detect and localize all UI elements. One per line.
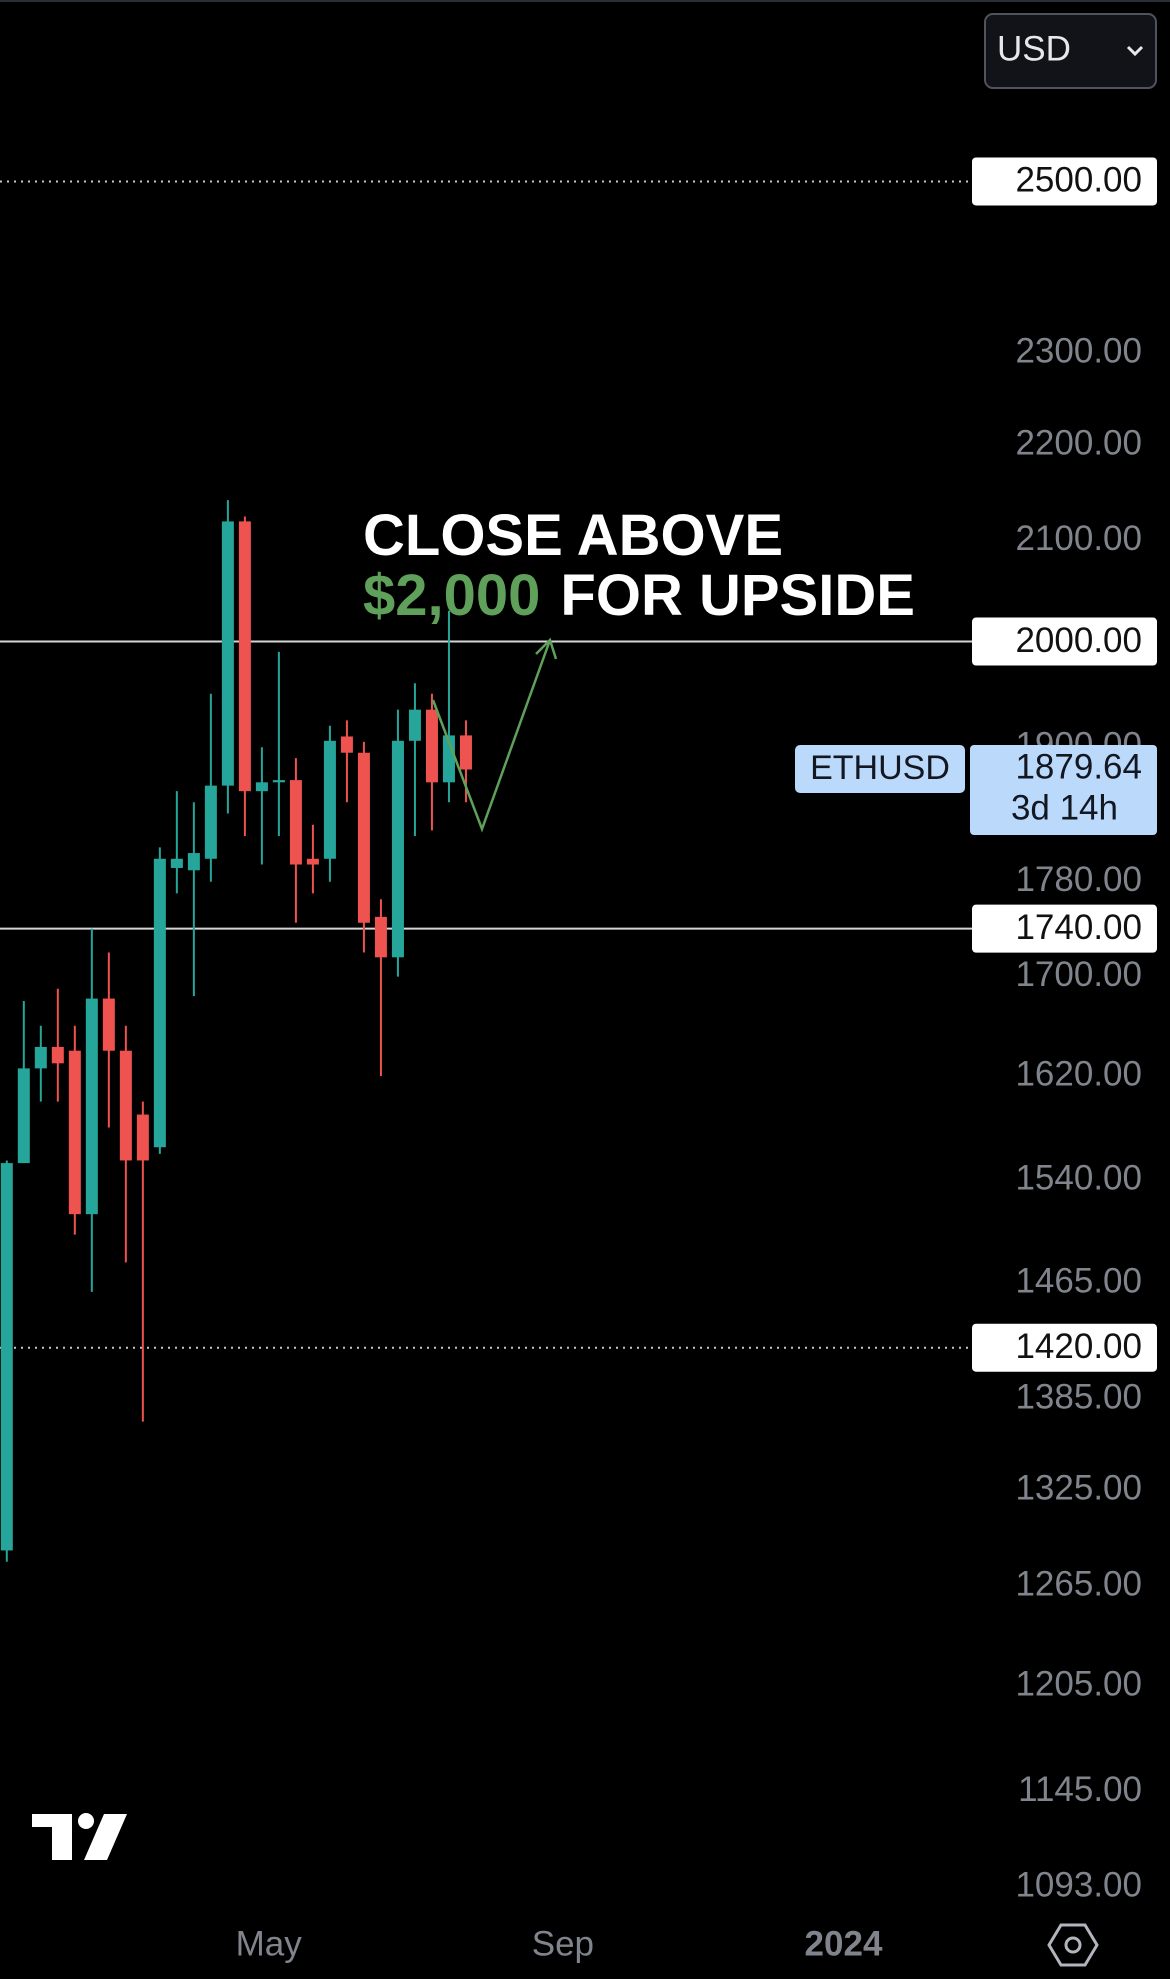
level-box: [972, 904, 1157, 953]
candle-body: [459, 735, 472, 770]
candle-body: [187, 853, 200, 871]
level-box: [972, 157, 1157, 206]
y-tick-label: 1700.00: [1015, 955, 1142, 994]
logo-t-stem: [52, 1814, 72, 1860]
annotation-arrow: [431, 639, 552, 833]
x-axis: May Sep 2024: [236, 1924, 883, 1963]
candle-body: [238, 521, 251, 792]
annotation-line1: CLOSE ABOVE: [363, 503, 783, 568]
settings-hexagon[interactable]: [1047, 1923, 1099, 1967]
y-tick-label: 2200.00: [1015, 423, 1142, 462]
currency-box[interactable]: [984, 13, 1157, 89]
candle-body: [323, 740, 336, 859]
x-tick-label: 2024: [805, 1924, 883, 1963]
candle-body: [425, 709, 438, 783]
candle-body: [357, 752, 370, 923]
currency-selector[interactable]: USD: [984, 13, 1157, 89]
level-box: [972, 617, 1157, 666]
logo-dot: [78, 1813, 94, 1829]
candle-body: [153, 858, 166, 1148]
candle-body: [68, 1050, 81, 1215]
level-label: 1740.00: [1015, 908, 1142, 947]
y-tick-label: 1540.00: [1015, 1159, 1142, 1198]
y-tick-label: 1620.00: [1015, 1054, 1142, 1093]
y-tick-label: 1385.00: [1015, 1377, 1142, 1416]
candle-body: [221, 521, 234, 786]
y-axis: 2300.002200.002100.001900.001780.001700.…: [1015, 332, 1166, 1905]
annotation-highlight: $2,000: [363, 563, 540, 628]
logo-v: [84, 1814, 127, 1860]
x-tick-label: May: [236, 1924, 303, 1963]
settings-center[interactable]: [1064, 1936, 1082, 1954]
candle-body: [170, 858, 183, 868]
y-tick-label: 1465.00: [1015, 1262, 1142, 1301]
last-price-box: [970, 745, 1157, 835]
level-label: 1420.00: [1015, 1327, 1142, 1366]
candle-body: [408, 709, 421, 741]
logo: [32, 1813, 127, 1860]
y-tick-label: 2300.00: [1015, 332, 1142, 371]
candle-body: [0, 1163, 13, 1551]
candle-body: [17, 1068, 30, 1164]
symbol: ETHUSD: [810, 749, 950, 787]
price-label: ETHUSD 1879.64 3d 14h: [795, 745, 1157, 835]
y-tick-label: 1093.00: [1015, 1866, 1142, 1905]
candle-body: [136, 1114, 149, 1161]
candle-body: [391, 740, 404, 958]
candle-body: [255, 782, 268, 792]
symbol-box: [795, 745, 965, 793]
candle-body: [51, 1046, 64, 1064]
y-tick-label: 1325.00: [1015, 1469, 1142, 1508]
level-box: [972, 1323, 1157, 1372]
candle-body: [34, 1046, 47, 1069]
y-tick-label: 1205.00: [1015, 1664, 1142, 1703]
y-tick-label: 1780.00: [1015, 860, 1142, 899]
candle-body: [306, 858, 319, 865]
candle-body: [272, 780, 285, 783]
settings-icon[interactable]: [1047, 1923, 1099, 1967]
y-tick-label: 1265.00: [1015, 1564, 1142, 1603]
candle-body: [374, 916, 387, 958]
currency[interactable]: USD: [997, 29, 1071, 68]
x-tick-label: Sep: [532, 1924, 594, 1963]
level-label: 2500.00: [1015, 161, 1142, 200]
candle-body: [102, 998, 115, 1051]
annotation-line2: $2,000 FOR UPSIDE: [363, 563, 915, 628]
candle-body: [204, 785, 217, 859]
candle-body: [85, 998, 98, 1215]
arrow-head: [535, 637, 558, 660]
candle-body: [119, 1050, 132, 1161]
candle-body: [340, 736, 353, 753]
chevron[interactable]: [1126, 45, 1144, 57]
last-price: 1879.64: [1015, 747, 1142, 786]
countdown: 3d 14h: [1011, 788, 1118, 827]
annotation-rest: FOR UPSIDE: [560, 563, 915, 628]
level-label: 2000.00: [1015, 621, 1142, 660]
candle-body: [289, 780, 302, 865]
y-tick-label: 1145.00: [1018, 1770, 1142, 1809]
levels: 2500.00 2000.00 1740.00 1420.00: [0, 157, 1157, 1372]
y-tick-label: 2100.00: [1015, 519, 1142, 558]
